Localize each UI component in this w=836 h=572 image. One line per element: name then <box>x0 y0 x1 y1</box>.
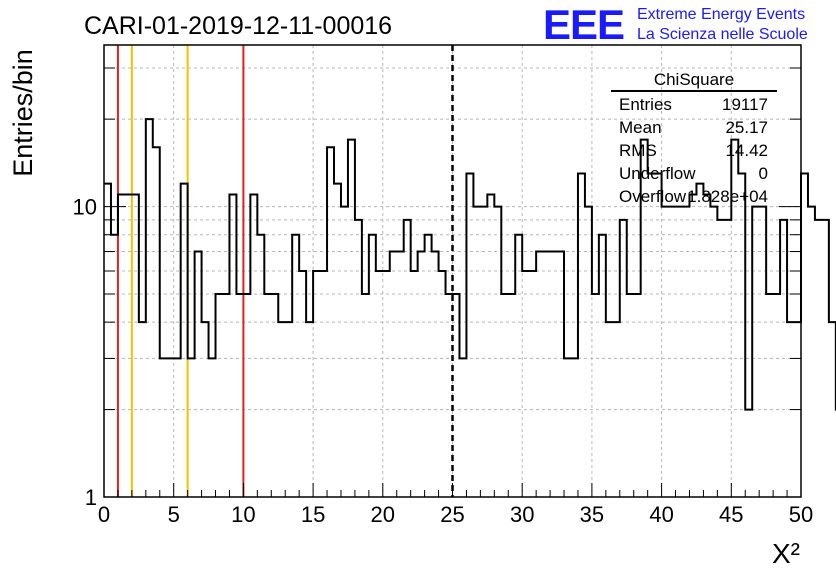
stats-mean-label: Mean <box>619 118 662 137</box>
stats-box: ChiSquare Entries 19117 Mean 25.17 RMS 1… <box>611 70 777 206</box>
x-tick-label: 40 <box>649 502 673 527</box>
stats-rms-label: RMS <box>619 141 657 160</box>
eee-logo-line2: La Scienza nelle Scuole <box>637 26 808 43</box>
stats-underflow-value: 0 <box>759 164 768 183</box>
stats-overflow-value: 1.828e+04 <box>687 187 768 206</box>
x-tick-label: 30 <box>510 502 534 527</box>
stats-overflow-label: Overflow <box>619 187 687 206</box>
x-axis-label: X² <box>772 538 800 569</box>
stats-entries-label: Entries <box>619 95 672 114</box>
stats-box-title: ChiSquare <box>654 70 734 89</box>
stats-mean-value: 25.17 <box>725 118 768 137</box>
eee-logo-line1: Extreme Energy Events <box>637 6 805 23</box>
chart-title: CARI-01-2019-12-11-00016 <box>84 12 392 40</box>
x-tick-label: 20 <box>371 502 395 527</box>
x-tick-label: 45 <box>719 502 743 527</box>
stats-underflow-label: Underflow <box>619 164 696 183</box>
y-axis-label: Entries/bin <box>8 49 38 177</box>
axis-ticks <box>103 67 802 498</box>
y-tick-label: 10 <box>73 195 97 220</box>
x-tick-label: 10 <box>231 502 255 527</box>
plot-frame <box>103 44 802 498</box>
histogram-series <box>104 118 836 411</box>
x-tick-label: 50 <box>789 502 813 527</box>
x-tick-label: 5 <box>168 502 180 527</box>
eee-logo: EEE Extreme Energy Events La Scienza nel… <box>543 1 808 48</box>
y-tick-label: 1 <box>85 485 97 510</box>
eee-logo-mark: EEE <box>543 1 624 48</box>
stats-rms-value: 14.42 <box>725 141 768 160</box>
x-tick-label: 35 <box>580 502 604 527</box>
stats-entries-value: 19117 <box>722 95 768 114</box>
x-tick-label: 0 <box>98 502 110 527</box>
x-tick-label: 25 <box>440 502 464 527</box>
x-tick-label: 15 <box>301 502 325 527</box>
axis-tick-labels: 0 5 10 15 20 25 30 35 40 45 50 1 10 <box>73 195 814 527</box>
